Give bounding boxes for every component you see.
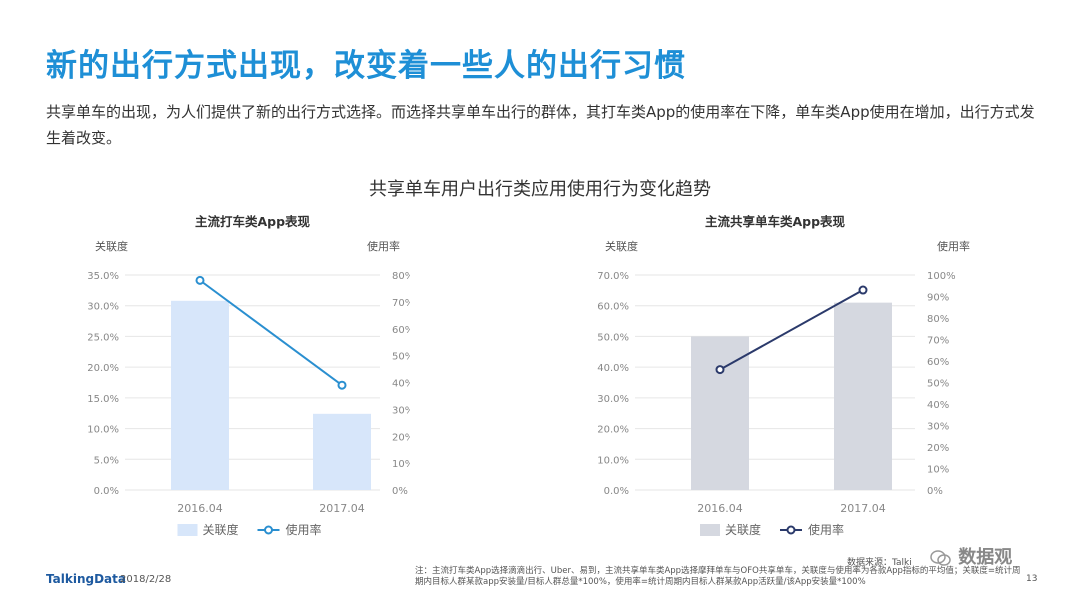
taxi-y-left-tick: 35.0%	[87, 271, 119, 282]
taxi-y-right-tick: 60%	[392, 325, 410, 336]
taxi-x-tick: 2016.04	[177, 502, 223, 515]
taxi-y-right-tick: 0%	[392, 486, 408, 497]
taxi-usage-line	[199, 279, 343, 386]
wechat-icon	[930, 550, 951, 566]
taxi-y-left-tick: 5.0%	[94, 455, 119, 466]
watermark-text: 数据观	[958, 547, 1013, 568]
bike-usage-line	[719, 289, 864, 371]
bike-bar-2017.04	[834, 302, 892, 490]
bike-y-left-tick: 50.0%	[597, 332, 629, 343]
bike-y-right-tick: 30%	[927, 422, 949, 433]
data-source: 数据来源：Talki	[847, 558, 912, 568]
footer-date: 2018/2/28	[120, 574, 172, 585]
taxi-y-left-tick: 30.0%	[87, 302, 119, 313]
taxi-y-right-tick: 70%	[392, 298, 410, 309]
bike-y-right-tick: 10%	[927, 465, 949, 476]
bike-y-right-tick: 60%	[927, 357, 949, 368]
bike-y-right-label: 使用率	[937, 239, 970, 253]
bike-y-right-tick: 20%	[927, 443, 949, 454]
taxi-y-right-tick: 30%	[392, 405, 410, 416]
bike-legend-line-marker	[786, 525, 796, 535]
taxi-y-left-tick: 15.0%	[87, 394, 119, 405]
taxi-legend-bar-label: 关联度	[203, 522, 239, 537]
taxi-legend-line-marker	[264, 525, 273, 535]
page-title: 新的出行方式出现，改变着一些人的出行习惯	[46, 48, 686, 84]
taxi-x-tick: 2017.04	[319, 502, 365, 515]
bike-usage-point-2017.04	[858, 285, 868, 295]
bike-y-right-tick: 90%	[927, 293, 949, 304]
bike-legend-bar-label: 关联度	[725, 522, 761, 537]
taxi-y-left-tick: 10.0%	[87, 425, 119, 436]
taxi-chart-title: 主流打车类App表现	[195, 214, 311, 229]
taxi-y-left-tick: 20.0%	[87, 363, 119, 374]
bike-bar-2016.04	[691, 336, 749, 490]
bike-chart-title: 主流共享单车类App表现	[705, 214, 846, 229]
bike-y-right-tick: 100%	[927, 271, 956, 282]
taxi-usage-point-2016.04	[195, 275, 205, 285]
taxi-bar-2017.04	[313, 413, 371, 490]
bike-y-left-tick: 40.0%	[597, 363, 629, 374]
taxi-y-right-label: 使用率	[367, 239, 400, 253]
bike-y-left-tick: 30.0%	[597, 394, 629, 405]
bike-usage-point-2016.04	[715, 365, 725, 375]
taxi-y-right-tick: 20%	[392, 432, 410, 443]
taxi-y-left-tick: 0.0%	[94, 486, 119, 497]
bike-x-tick: 2017.04	[840, 502, 886, 515]
bike-x-tick: 2016.04	[697, 502, 743, 515]
bike-y-left-tick: 60.0%	[597, 302, 629, 313]
taxi-y-left-tick: 25.0%	[87, 332, 119, 343]
taxi-y-right-tick: 10%	[392, 459, 410, 470]
footnote: 注：主流打车类App选择滴滴出行、Uber、易到，主流共享单车类App选择摩拜单…	[415, 566, 1021, 587]
taxi-bar-2016.04	[171, 300, 229, 490]
page-description: 共享单车的出现，为人们提供了新的出行方式选择。而选择共享单车出行的群体，其打车类…	[46, 103, 1035, 147]
taxi-legend-line-label: 使用率	[286, 522, 322, 537]
page-number: 13	[1026, 574, 1038, 584]
bike-y-right-tick: 50%	[927, 379, 949, 390]
bike-y-right-tick: 80%	[927, 314, 949, 325]
bike-y-left-tick: 10.0%	[597, 455, 629, 466]
taxi-legend-bar-swatch	[177, 524, 198, 536]
taxi-y-right-tick: 40%	[392, 379, 410, 390]
bike-y-left-label: 关联度	[605, 239, 638, 253]
bike-y-left-tick: 70.0%	[597, 271, 629, 282]
bike-y-right-tick: 40%	[927, 400, 949, 411]
bike-y-right-tick: 70%	[927, 336, 949, 347]
taxi-usage-point-2017.04	[337, 380, 347, 390]
taxi-y-right-tick: 50%	[392, 352, 410, 363]
bike-legend-line-label: 使用率	[808, 522, 844, 537]
watermark: 数据观	[930, 543, 1012, 569]
bike-y-right-tick: 0%	[927, 486, 943, 497]
taxi-y-left-label: 关联度	[95, 239, 128, 253]
bike-y-left-tick: 0.0%	[604, 486, 629, 497]
bike-y-left-tick: 20.0%	[597, 425, 629, 436]
taxi-y-right-tick: 80%	[392, 271, 410, 282]
chart-section-title: 共享单车用户出行类应用使用行为变化趋势	[369, 179, 711, 200]
brand-logo: TalkingData	[46, 572, 126, 586]
bike-legend-bar-swatch	[700, 524, 720, 536]
